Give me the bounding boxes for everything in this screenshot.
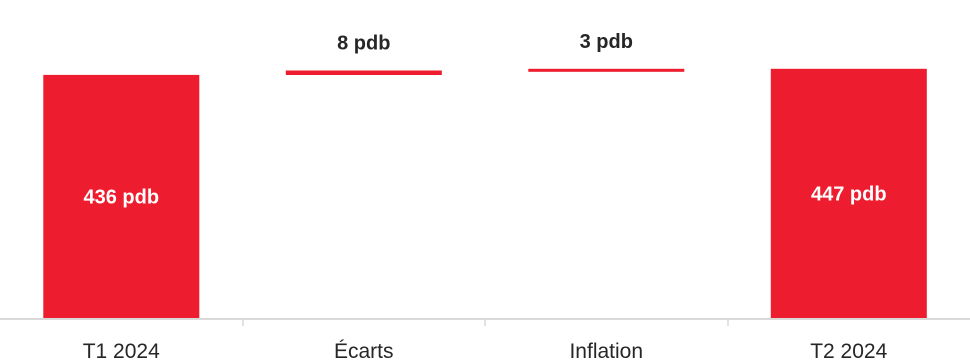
bar-t1-2024 [43,74,200,319]
data-label: 436 pdb [83,187,159,209]
bar--carts [285,70,442,75]
x-tick-label: Inflation [569,340,643,362]
data-label: 3 pdb [580,31,633,53]
x-tick-label: T2 2024 [810,340,887,362]
x-tick-label: Écarts [334,340,394,362]
data-labels-group: T1 2024 436 pdb Écarts 8 pdb Inflation 3 pdb T… [83,31,888,362]
bar-inflation [528,68,685,72]
x-tick-label: T1 2024 [83,340,160,362]
bars-group [43,68,927,319]
data-label: 447 pdb [811,183,887,205]
x-axis [0,318,970,326]
data-label: 8 pdb [337,33,390,55]
bar-t2-2024 [770,68,927,318]
